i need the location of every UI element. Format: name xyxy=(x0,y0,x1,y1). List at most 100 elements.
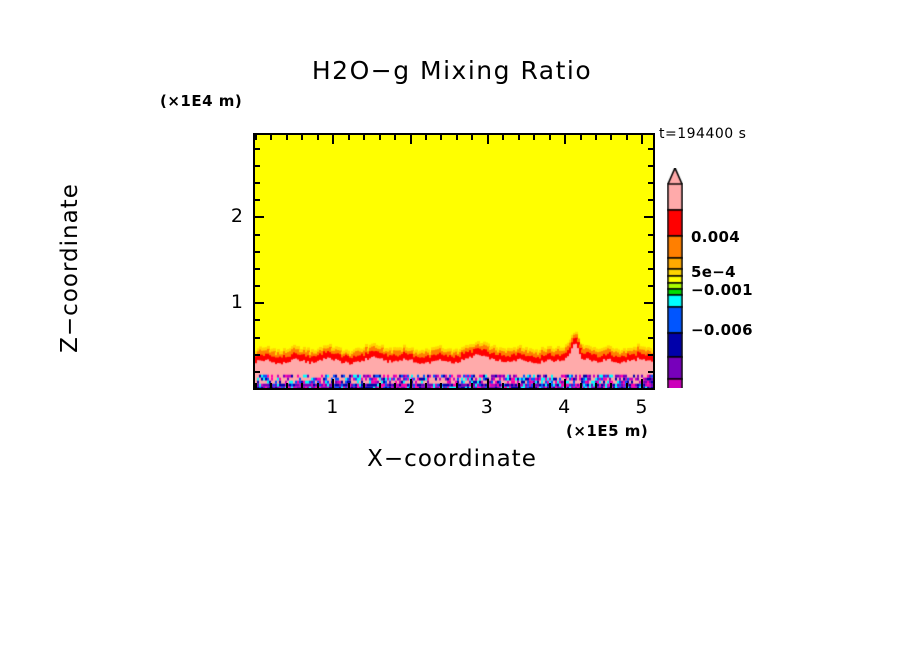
axis-tick xyxy=(626,383,628,388)
axis-tick xyxy=(648,165,653,167)
axis-tick xyxy=(518,135,520,140)
axis-tick xyxy=(286,135,288,140)
axis-tick xyxy=(471,135,473,140)
axis-tick xyxy=(549,383,551,388)
axis-tick xyxy=(626,135,628,140)
axis-tick xyxy=(610,135,612,140)
axis-tick xyxy=(332,379,334,388)
axis-tick xyxy=(255,251,260,253)
x-tick-label: 5 xyxy=(635,396,647,418)
x-tick-label: 2 xyxy=(404,396,416,418)
axis-tick xyxy=(564,379,566,388)
axis-tick xyxy=(255,216,264,218)
axis-tick xyxy=(471,383,473,388)
axis-tick xyxy=(641,379,643,388)
axis-tick xyxy=(255,337,260,339)
axis-tick xyxy=(648,285,653,287)
colorbar-tick-label: 5e−4 xyxy=(691,263,736,281)
axis-tick xyxy=(410,379,412,388)
axis-tick xyxy=(379,135,381,140)
axis-tick xyxy=(255,135,257,140)
axis-tick xyxy=(644,302,653,304)
axis-tick xyxy=(317,135,319,140)
axis-tick xyxy=(348,383,350,388)
axis-tick xyxy=(270,383,272,388)
axis-tick xyxy=(580,135,582,140)
x-tick-label: 4 xyxy=(558,396,570,418)
axis-tick xyxy=(648,234,653,236)
axis-tick xyxy=(394,383,396,388)
axis-tick xyxy=(255,165,260,167)
axis-tick xyxy=(394,135,396,140)
y-axis-unit-label: (×1E4 m) xyxy=(160,92,242,110)
axis-tick xyxy=(648,251,653,253)
axis-tick xyxy=(648,148,653,150)
x-tick-label: 3 xyxy=(481,396,493,418)
axis-tick xyxy=(533,383,535,388)
axis-tick xyxy=(648,182,653,184)
colorbar xyxy=(667,168,683,388)
axis-tick xyxy=(255,319,260,321)
chart-title: H2O−g Mixing Ratio xyxy=(0,56,904,85)
axis-tick xyxy=(648,354,653,356)
axis-tick xyxy=(255,199,260,201)
plot-area xyxy=(253,133,655,390)
axis-tick xyxy=(549,135,551,140)
axis-tick xyxy=(502,135,504,140)
axis-tick xyxy=(456,135,458,140)
axis-tick xyxy=(487,135,489,144)
axis-tick xyxy=(270,135,272,140)
axis-tick xyxy=(255,302,264,304)
axis-tick xyxy=(648,388,653,390)
y-tick-label: 1 xyxy=(231,291,243,313)
axis-tick xyxy=(410,135,412,144)
axis-tick xyxy=(440,135,442,140)
axis-tick xyxy=(533,135,535,140)
axis-tick xyxy=(440,383,442,388)
axis-tick xyxy=(648,337,653,339)
axis-tick xyxy=(255,354,260,356)
axis-tick xyxy=(580,383,582,388)
axis-tick xyxy=(425,135,427,140)
axis-tick xyxy=(332,135,334,144)
y-tick-label: 2 xyxy=(231,205,243,227)
x-tick-label: 1 xyxy=(326,396,338,418)
colorbar-tick-label: −0.006 xyxy=(691,321,753,339)
axis-tick xyxy=(456,383,458,388)
axis-tick xyxy=(648,371,653,373)
axis-tick xyxy=(255,371,260,373)
axis-tick xyxy=(363,383,365,388)
axis-tick xyxy=(564,135,566,144)
axis-tick xyxy=(301,135,303,140)
axis-tick xyxy=(518,383,520,388)
colorbar-tick-label: 0.004 xyxy=(691,228,740,246)
axis-tick xyxy=(425,383,427,388)
axis-tick xyxy=(363,135,365,140)
x-axis-unit-label: (×1E5 m) xyxy=(566,422,648,440)
axis-tick xyxy=(595,383,597,388)
axis-tick xyxy=(487,379,489,388)
colorbar-tick-label: −0.001 xyxy=(691,281,753,299)
axis-tick xyxy=(379,383,381,388)
axis-tick xyxy=(255,148,260,150)
axis-tick xyxy=(286,383,288,388)
axis-tick xyxy=(348,135,350,140)
axis-tick xyxy=(644,216,653,218)
axis-tick xyxy=(301,383,303,388)
axis-tick xyxy=(648,268,653,270)
axis-tick xyxy=(610,383,612,388)
axis-tick xyxy=(641,135,643,144)
axis-tick xyxy=(595,135,597,140)
colorbar-swatches xyxy=(667,168,683,388)
axis-tick xyxy=(317,383,319,388)
axis-tick xyxy=(648,199,653,201)
axis-tick xyxy=(255,182,260,184)
axis-tick xyxy=(255,268,260,270)
axis-tick xyxy=(255,234,260,236)
axis-tick xyxy=(502,383,504,388)
time-annotation: t=194400 s xyxy=(659,126,746,142)
x-axis-title: X−coordinate xyxy=(0,446,904,472)
contour-field xyxy=(255,135,653,388)
y-axis-title: Z−coordinate xyxy=(57,138,83,398)
axis-tick xyxy=(648,319,653,321)
